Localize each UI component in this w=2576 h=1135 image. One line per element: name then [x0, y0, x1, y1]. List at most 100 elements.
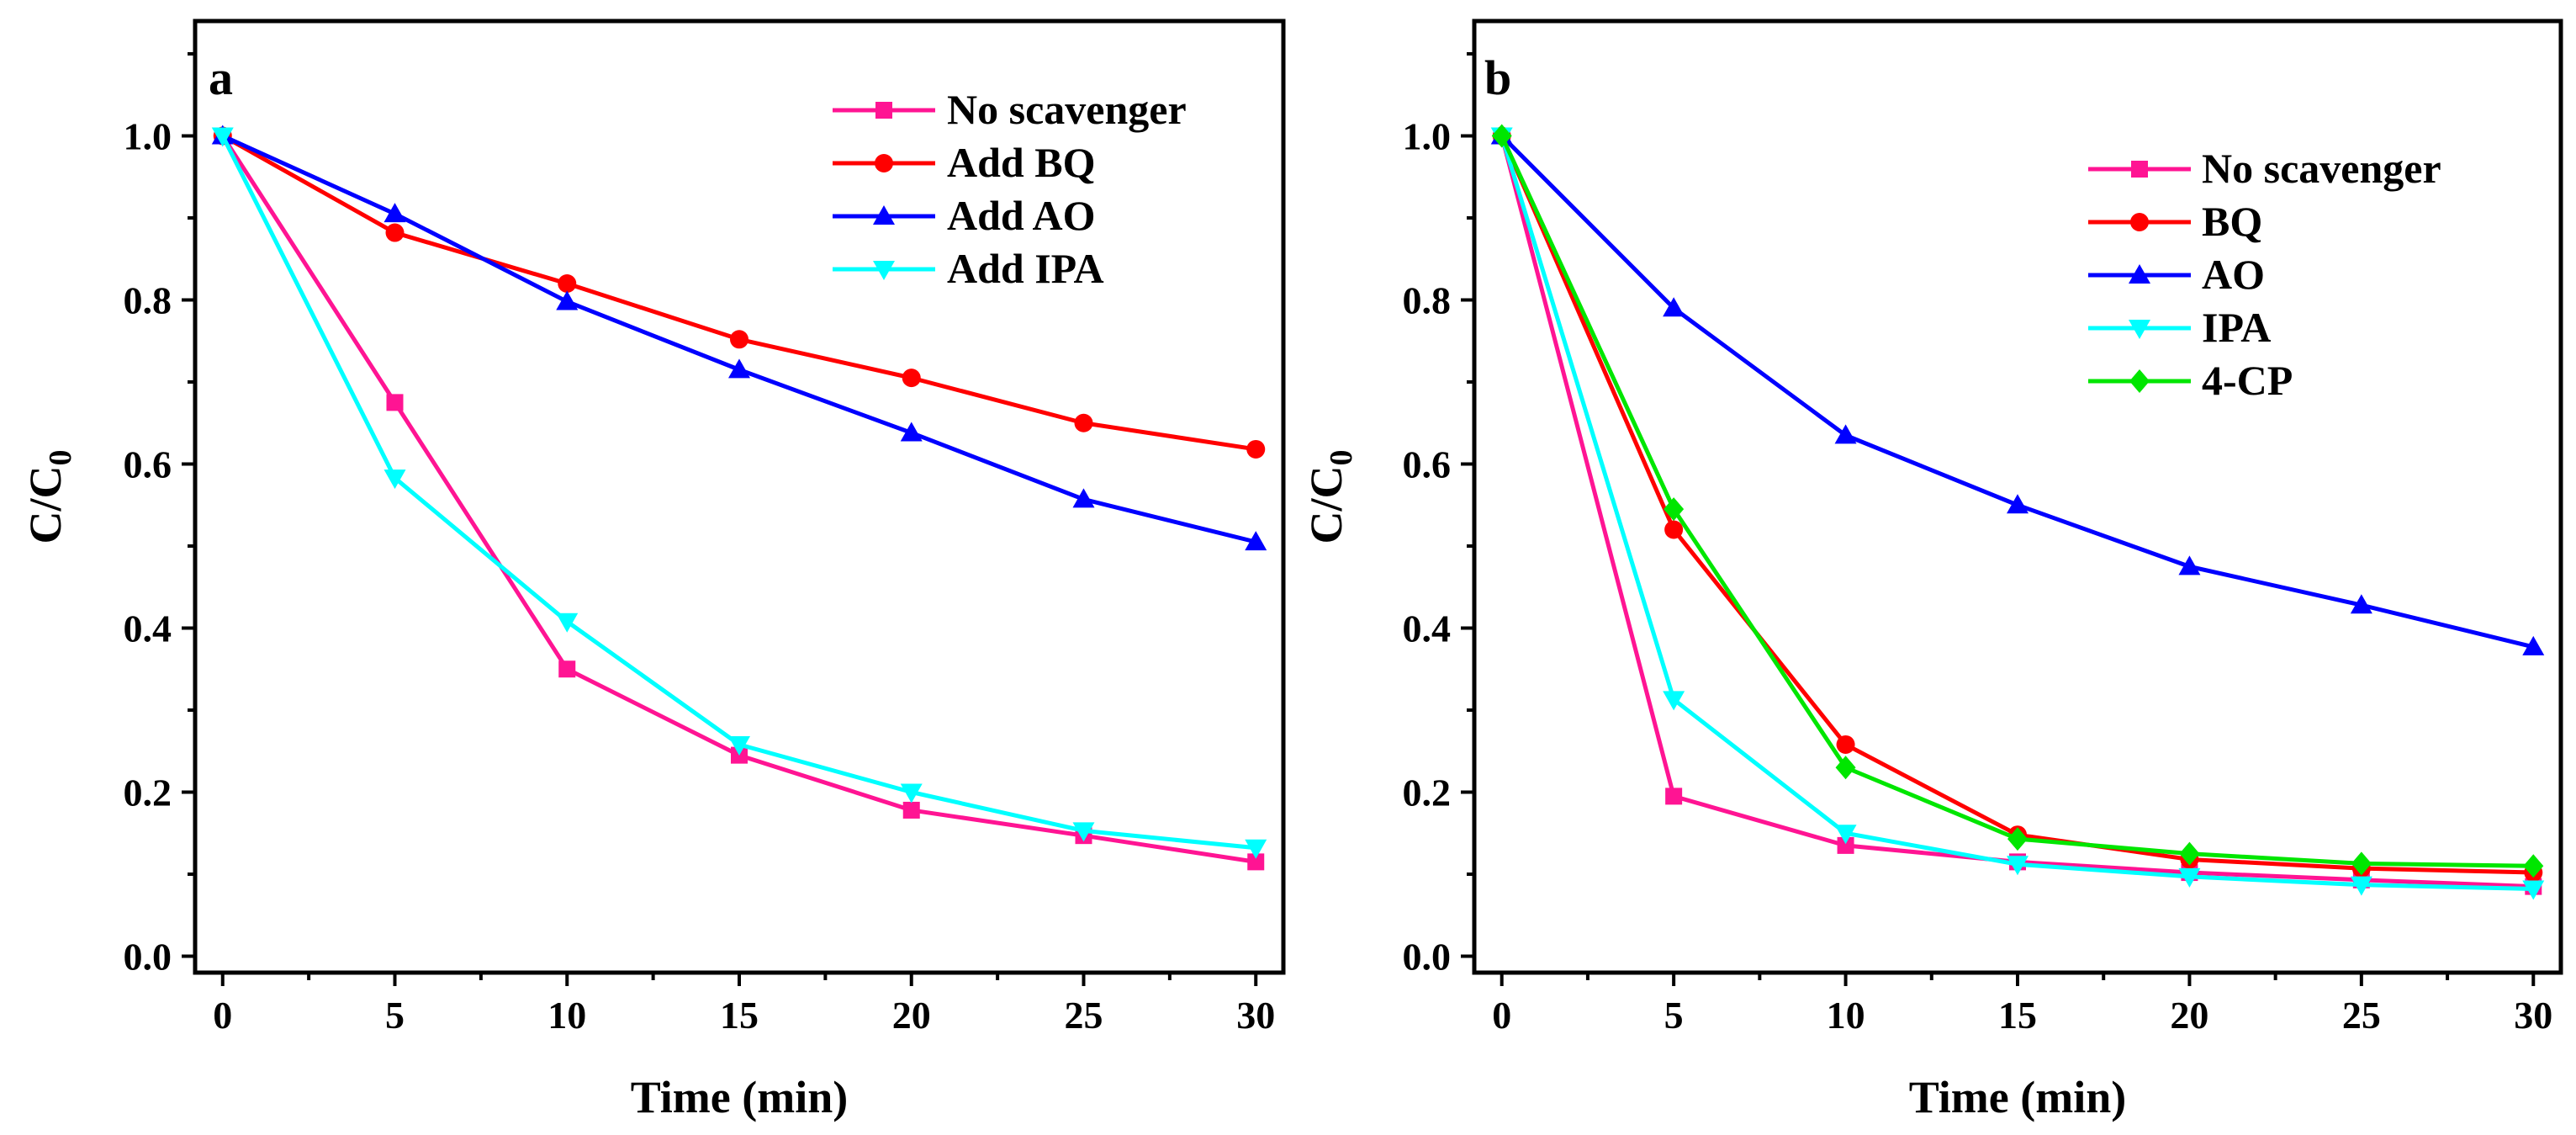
data-point — [1663, 691, 1685, 711]
y-tick-label: 0.4 — [1403, 607, 1452, 650]
legend: No scavenger BQ AO IPA 4-CP — [2088, 145, 2441, 404]
x-tick-label: 25 — [2342, 994, 2381, 1037]
legend-label: IPA — [2202, 304, 2271, 351]
y-axis-title: C/C0 — [1301, 450, 1359, 544]
data-point — [902, 801, 920, 819]
y-tick-label: 1.0 — [1403, 115, 1452, 158]
x-axis-title: Time (min) — [631, 1072, 848, 1122]
x-tick-label: 0 — [1492, 994, 1511, 1037]
x-tick-label: 25 — [1064, 994, 1103, 1037]
data-point — [2007, 494, 2029, 514]
legend-swatch-marker — [2129, 320, 2150, 339]
y-tick-label: 0.8 — [1403, 279, 1452, 322]
data-point — [2007, 827, 2028, 851]
data-point — [900, 422, 923, 442]
y-tick-label: 0.0 — [124, 936, 172, 979]
x-tick-label: 15 — [720, 994, 759, 1037]
series-line — [221, 134, 1256, 452]
data-point — [2007, 856, 2029, 876]
y-axis-title: C/C0 — [20, 450, 78, 544]
data-point — [902, 369, 921, 388]
legend-swatch-marker — [2130, 213, 2149, 231]
legend-swatch-marker — [875, 154, 893, 172]
data-point — [558, 274, 577, 293]
x-tick-label: 10 — [1827, 994, 1865, 1037]
panel-label: b — [1484, 50, 1511, 105]
data-point — [2179, 841, 2200, 866]
x-tick-label: 20 — [892, 994, 931, 1037]
x-tick-label: 15 — [1998, 994, 2037, 1037]
legend-swatch-marker — [2129, 369, 2150, 393]
series-line — [1500, 134, 2534, 650]
data-point — [730, 330, 748, 349]
legend-swatch-marker — [2131, 161, 2148, 178]
y-tick-label: 0.2 — [1403, 772, 1452, 814]
data-point — [900, 783, 923, 804]
data-point — [386, 394, 404, 411]
x-tick-label: 0 — [213, 994, 232, 1037]
legend: No scavenger Add BQ Add AO Add IPA — [833, 86, 1187, 292]
chart-panel-b: 0 5 10 15 20 25 30 0.0 0.2 0.4 0.6 0.8 1.0 Time (min)… — [1301, 19, 2563, 1122]
legend-label: BQ — [2202, 198, 2262, 245]
legend-label: No scavenger — [2202, 145, 2441, 192]
data-point — [1491, 124, 1512, 148]
data-point — [1246, 439, 1266, 459]
data-point — [2523, 854, 2544, 878]
data-point — [1837, 836, 1854, 854]
data-point — [1245, 531, 1267, 551]
legend-swatch-marker — [2129, 264, 2150, 284]
data-point — [1663, 297, 1685, 317]
data-point — [728, 735, 750, 756]
data-point — [2522, 635, 2545, 655]
y-tick-label: 0.6 — [1403, 443, 1452, 486]
legend-label: Add BQ — [947, 139, 1095, 186]
chart-panel-a: 0 5 10 15 20 25 30 0.0 0.2 0.4 0.6 0.8 1.0 Time (min)… — [20, 19, 1286, 1122]
x-tick-label: 5 — [1664, 994, 1684, 1037]
x-tick-label: 5 — [385, 994, 405, 1037]
data-point — [728, 358, 750, 379]
x-axis-title: Time (min) — [1909, 1072, 2126, 1122]
data-point — [2178, 555, 2201, 575]
y-tick-label: 0.8 — [124, 279, 172, 322]
x-tick-label: 10 — [547, 994, 586, 1037]
data-point — [1836, 735, 1855, 754]
legend-label: AO — [2202, 251, 2265, 298]
legend-swatch-marker — [875, 102, 892, 119]
data-point — [2350, 594, 2372, 614]
x-tick-label: 30 — [2514, 994, 2552, 1037]
data-point — [2350, 876, 2372, 896]
x-tick-label: 30 — [1236, 994, 1275, 1037]
data-point — [1834, 825, 1857, 845]
y-axis-title-subscript: 0 — [1324, 450, 1359, 466]
x-tick-label: 20 — [2170, 994, 2208, 1037]
y-tick-label: 1.0 — [124, 115, 172, 158]
plot-frame — [193, 19, 1286, 975]
data-point — [383, 469, 406, 490]
y-tick-label: 0.2 — [124, 772, 172, 814]
data-point — [1664, 497, 1685, 522]
data-point — [2351, 851, 2372, 876]
data-point — [1074, 413, 1093, 432]
data-point — [556, 290, 579, 310]
legend-label: Add IPA — [947, 245, 1104, 292]
data-point — [1072, 822, 1095, 842]
data-point — [1664, 520, 1684, 539]
data-point — [2522, 880, 2545, 900]
data-point — [383, 203, 406, 223]
data-point — [211, 127, 234, 147]
data-point — [556, 613, 579, 633]
data-point — [1245, 839, 1267, 859]
y-tick-label: 0.0 — [1403, 936, 1452, 979]
y-tick-label: 0.6 — [124, 443, 172, 486]
data-point — [1247, 853, 1265, 871]
data-point — [558, 660, 576, 678]
legend-label: 4-CP — [2202, 357, 2293, 404]
data-point — [1835, 756, 1856, 780]
y-axis-title-subscript: 0 — [43, 450, 78, 466]
data-point — [385, 223, 405, 242]
y-tick-label: 0.4 — [124, 607, 172, 650]
data-point — [1665, 788, 1683, 805]
data-point — [2178, 867, 2201, 888]
legend-label: No scavenger — [947, 86, 1187, 133]
